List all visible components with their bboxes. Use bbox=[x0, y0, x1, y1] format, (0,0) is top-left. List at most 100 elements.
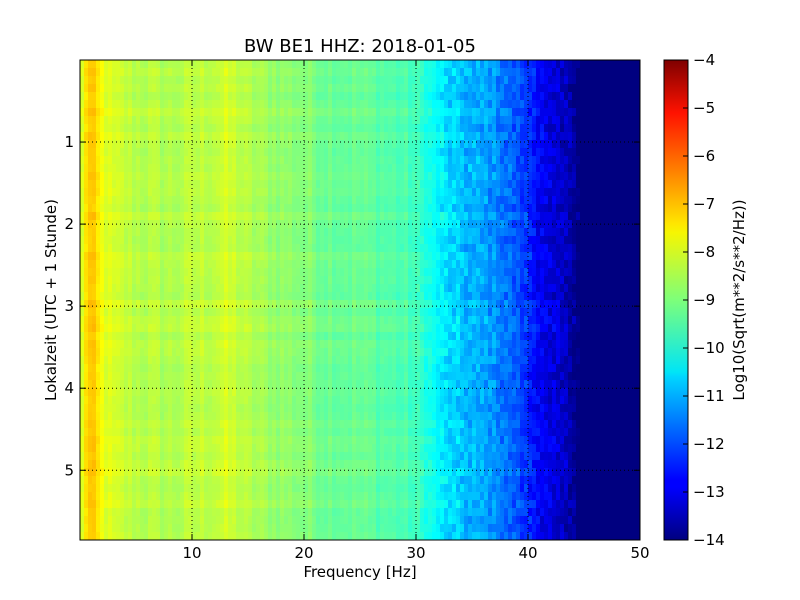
heatmap-cell bbox=[420, 284, 425, 293]
heatmap-cell bbox=[80, 292, 85, 301]
heatmap-cell bbox=[364, 228, 369, 237]
heatmap-cell bbox=[348, 220, 353, 229]
heatmap-cell bbox=[236, 300, 241, 309]
heatmap-cell bbox=[548, 284, 553, 293]
heatmap-cell bbox=[232, 292, 237, 301]
heatmap-cell bbox=[416, 148, 421, 157]
heatmap-cell bbox=[192, 324, 197, 333]
heatmap-cell bbox=[468, 124, 473, 133]
heatmap-cell bbox=[80, 76, 85, 85]
heatmap-cell bbox=[292, 100, 297, 109]
heatmap-cell bbox=[356, 228, 361, 237]
heatmap-cell bbox=[320, 68, 325, 77]
heatmap-cell bbox=[260, 252, 265, 261]
heatmap-cell bbox=[140, 260, 145, 269]
heatmap-cell bbox=[356, 244, 361, 253]
heatmap-cell bbox=[92, 300, 97, 309]
heatmap-cell bbox=[568, 268, 573, 277]
heatmap-cell bbox=[352, 204, 357, 213]
heatmap-cell bbox=[464, 124, 469, 133]
heatmap-cell bbox=[504, 220, 509, 229]
heatmap-cell bbox=[328, 108, 333, 117]
heatmap-cell bbox=[128, 324, 133, 333]
heatmap-cell bbox=[120, 300, 125, 309]
heatmap-cell bbox=[372, 188, 377, 197]
heatmap-cell bbox=[444, 308, 449, 317]
heatmap-cell bbox=[248, 228, 253, 237]
heatmap-cell bbox=[488, 220, 493, 229]
heatmap-cell bbox=[160, 132, 165, 141]
heatmap-cell bbox=[280, 332, 285, 341]
heatmap-cell bbox=[176, 76, 181, 85]
heatmap-cell bbox=[152, 300, 157, 309]
heatmap-cell bbox=[96, 84, 101, 93]
heatmap-cell bbox=[220, 332, 225, 341]
heatmap-cell bbox=[504, 284, 509, 293]
heatmap-cell bbox=[152, 228, 157, 237]
heatmap-cell bbox=[352, 292, 357, 301]
heatmap-cell bbox=[472, 60, 477, 69]
heatmap-cell bbox=[492, 76, 497, 85]
heatmap-cell bbox=[136, 260, 141, 269]
heatmap-cell bbox=[272, 252, 277, 261]
heatmap-cell bbox=[84, 260, 89, 269]
heatmap-cell bbox=[504, 100, 509, 109]
heatmap-cell bbox=[128, 100, 133, 109]
heatmap-cell bbox=[368, 132, 373, 141]
heatmap-cell bbox=[324, 164, 329, 173]
heatmap-cell bbox=[464, 212, 469, 221]
heatmap-cell bbox=[604, 108, 609, 117]
heatmap-cell bbox=[112, 252, 117, 261]
heatmap-cell bbox=[532, 84, 537, 93]
heatmap-cell bbox=[468, 68, 473, 77]
heatmap-cell bbox=[280, 140, 285, 149]
heatmap-cell bbox=[152, 196, 157, 205]
heatmap-cell bbox=[268, 276, 273, 285]
heatmap-cell bbox=[280, 116, 285, 125]
heatmap-cell bbox=[340, 76, 345, 85]
heatmap-cell bbox=[532, 324, 537, 333]
heatmap-cell bbox=[312, 100, 317, 109]
heatmap-cell bbox=[484, 196, 489, 205]
heatmap-cell bbox=[460, 76, 465, 85]
heatmap-cell bbox=[168, 116, 173, 125]
heatmap-cell bbox=[636, 92, 640, 101]
heatmap-cell bbox=[236, 60, 241, 69]
heatmap-cell bbox=[576, 164, 581, 173]
heatmap-cell bbox=[228, 92, 233, 101]
heatmap-cell bbox=[236, 244, 241, 253]
heatmap-cell bbox=[204, 76, 209, 85]
heatmap-cell bbox=[636, 324, 640, 333]
heatmap-cell bbox=[340, 292, 345, 301]
heatmap-cell bbox=[312, 228, 317, 237]
heatmap-cell bbox=[212, 148, 217, 157]
heatmap-cell bbox=[448, 268, 453, 277]
heatmap-cell bbox=[116, 100, 121, 109]
heatmap-cell bbox=[192, 108, 197, 117]
heatmap-cell bbox=[356, 180, 361, 189]
heatmap-cell bbox=[612, 268, 617, 277]
heatmap-cell bbox=[88, 164, 93, 173]
heatmap-cell bbox=[472, 76, 477, 85]
heatmap-cell bbox=[324, 316, 329, 325]
heatmap-cell bbox=[268, 204, 273, 213]
heatmap-cell bbox=[272, 324, 277, 333]
heatmap-cell bbox=[560, 180, 565, 189]
heatmap-cell bbox=[288, 244, 293, 253]
heatmap-cell bbox=[156, 68, 161, 77]
heatmap-cell bbox=[144, 212, 149, 221]
heatmap-cell bbox=[144, 164, 149, 173]
heatmap-cell bbox=[584, 172, 589, 181]
heatmap-cell bbox=[392, 244, 397, 253]
heatmap-cell bbox=[520, 164, 525, 173]
heatmap-cell bbox=[228, 268, 233, 277]
heatmap-cell bbox=[580, 204, 585, 213]
heatmap-cell bbox=[484, 252, 489, 261]
heatmap-cell bbox=[436, 340, 441, 349]
heatmap-cell bbox=[92, 108, 97, 117]
heatmap-cell bbox=[256, 220, 261, 229]
heatmap-cell bbox=[616, 60, 621, 69]
heatmap-cell bbox=[268, 220, 273, 229]
heatmap-cell bbox=[192, 204, 197, 213]
heatmap-cell bbox=[216, 140, 221, 149]
